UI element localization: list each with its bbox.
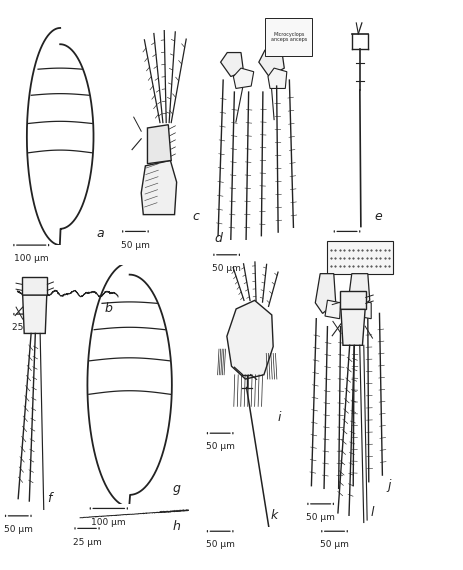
- Polygon shape: [22, 277, 47, 295]
- Polygon shape: [259, 50, 284, 76]
- Text: g: g: [173, 482, 181, 495]
- Text: d: d: [214, 232, 222, 245]
- Text: 50 μm: 50 μm: [206, 540, 235, 549]
- Polygon shape: [221, 52, 244, 76]
- Text: 100 μm: 100 μm: [14, 254, 49, 263]
- Text: 25 μm: 25 μm: [12, 323, 40, 332]
- Polygon shape: [141, 161, 177, 215]
- Polygon shape: [233, 68, 254, 88]
- Text: 50 μm: 50 μm: [332, 241, 362, 250]
- Polygon shape: [357, 300, 371, 319]
- Text: e: e: [375, 210, 382, 223]
- Text: 50 μm: 50 μm: [212, 264, 241, 273]
- Text: 50 μm: 50 μm: [320, 540, 349, 549]
- Polygon shape: [315, 274, 336, 314]
- Polygon shape: [348, 274, 370, 314]
- Text: 50 μm: 50 μm: [4, 525, 33, 534]
- Text: k: k: [271, 508, 278, 522]
- Text: f: f: [47, 491, 52, 504]
- Text: a: a: [97, 227, 104, 239]
- Text: b: b: [104, 302, 112, 315]
- Text: l: l: [370, 506, 374, 519]
- Polygon shape: [227, 300, 273, 379]
- Polygon shape: [23, 295, 47, 333]
- Text: c: c: [192, 210, 199, 223]
- Text: 25 μm: 25 μm: [73, 538, 101, 547]
- Text: 50 μm: 50 μm: [206, 442, 235, 451]
- Polygon shape: [327, 241, 393, 274]
- Text: 50 μm: 50 μm: [306, 513, 335, 522]
- Text: 100 μm: 100 μm: [92, 518, 126, 527]
- Text: 50 μm: 50 μm: [121, 241, 150, 250]
- Text: Microcyclops
anceps anceps: Microcyclops anceps anceps: [271, 31, 307, 42]
- Polygon shape: [340, 291, 366, 310]
- Polygon shape: [148, 125, 171, 164]
- Polygon shape: [341, 310, 365, 345]
- FancyBboxPatch shape: [265, 18, 313, 56]
- Text: j: j: [387, 479, 391, 492]
- Polygon shape: [268, 68, 287, 88]
- Text: i: i: [278, 410, 282, 424]
- Polygon shape: [325, 300, 341, 319]
- Text: h: h: [173, 520, 181, 534]
